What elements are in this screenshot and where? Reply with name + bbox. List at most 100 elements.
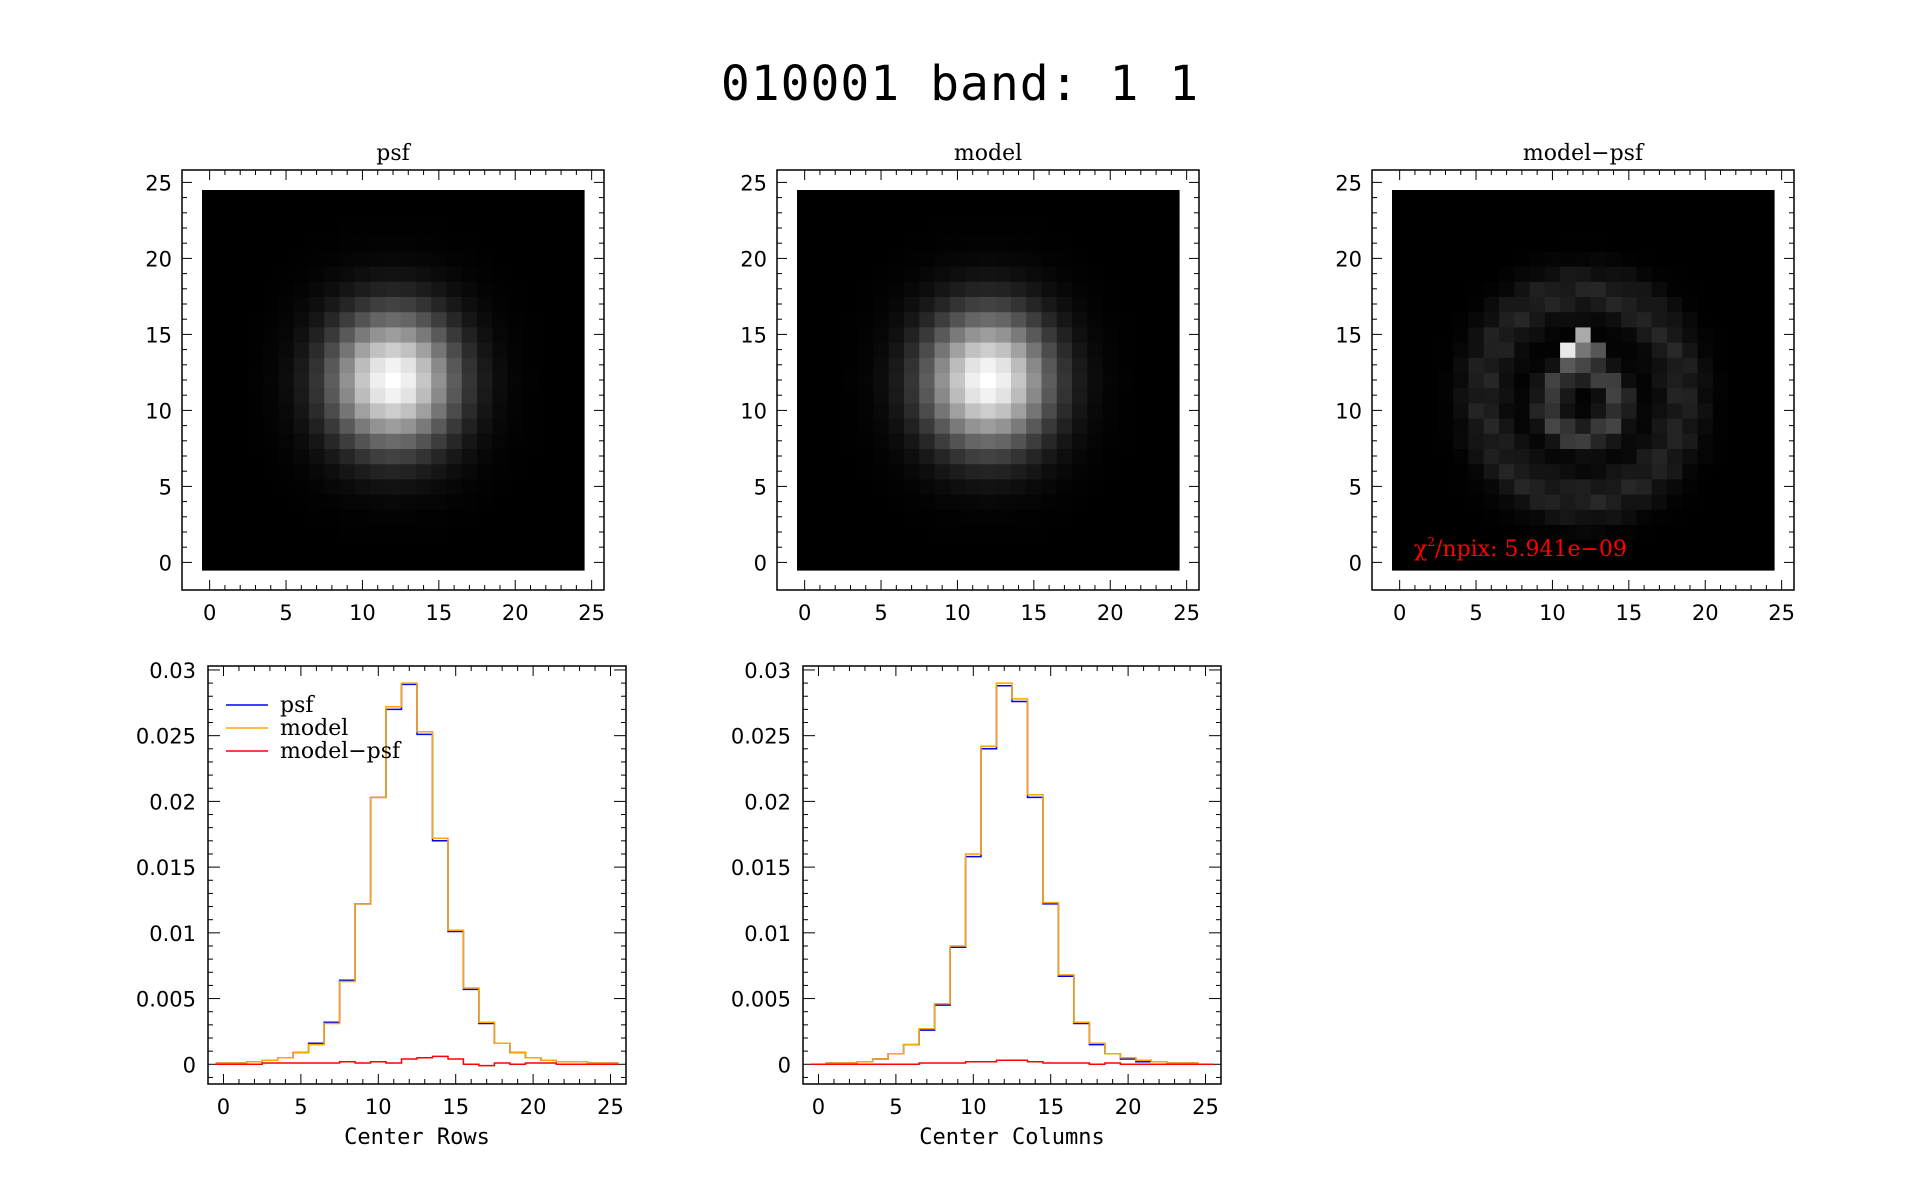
pixel [1468,463,1485,480]
pixel [919,281,936,297]
pixel [1758,418,1775,434]
pixel [1056,250,1073,267]
pixel [980,235,997,252]
pixel [949,235,966,252]
pixel [1453,235,1469,252]
pixel [1468,281,1485,297]
pixel [1087,402,1104,419]
pixel [1453,387,1469,404]
pixel [507,235,524,252]
pixel [538,402,555,419]
pixel [1498,372,1515,389]
pixel [1498,524,1515,541]
pixel [1529,539,1546,556]
pixel [1041,402,1058,419]
pixel [415,281,432,297]
pixel [1392,418,1408,434]
pixel [1163,281,1180,297]
pixel [1743,509,1760,525]
pixel [965,524,981,541]
pixel [232,433,249,449]
pixel [888,524,905,541]
x-tick-label: 10 [1539,601,1566,625]
pixel [1026,448,1043,465]
pixel [797,387,813,404]
pixel [812,418,829,434]
pixel [538,494,555,510]
pixel [1544,494,1561,510]
pixel [202,266,218,282]
pixel [1163,418,1180,434]
pixel [1544,554,1561,571]
pixel [1498,250,1515,267]
pixel [247,463,264,480]
pixel [1728,524,1745,541]
pixel [263,205,279,221]
pixel [247,357,264,373]
pixel [308,402,325,419]
pixel [1072,342,1088,358]
pixel [354,281,371,297]
pixel [354,554,371,571]
pixel [1621,448,1638,465]
pixel [1697,448,1714,465]
pixel [1056,205,1073,221]
pixel [492,448,509,465]
pixel [1102,296,1119,313]
pixel [431,478,448,495]
pixel [934,463,951,480]
pixel [431,266,448,282]
pixel [1392,463,1408,480]
pixel [1392,554,1408,571]
pixel [1529,433,1546,449]
pixel [1407,402,1424,419]
pixel [385,357,402,373]
pixel [232,539,249,556]
series-line-model-psf [215,1055,619,1067]
pixel [1422,250,1439,267]
pixel [903,235,920,252]
pixel [1651,220,1668,237]
pixel [1560,250,1576,267]
pixel [888,281,905,297]
pixel [1422,418,1439,434]
pixel [538,205,555,221]
pixel [1056,418,1073,434]
pixel [492,250,509,267]
pixel [247,235,264,252]
pixel [293,296,310,313]
pixel [400,463,417,480]
pixel [461,326,478,343]
pixel [1148,220,1165,237]
pixel [858,402,874,419]
pixel [949,357,966,373]
pixel [477,418,493,434]
pixel [965,463,981,480]
pixel [842,326,859,343]
pixel [1590,494,1607,510]
x-tick-label: 20 [1097,601,1124,625]
pixel [858,311,874,328]
pixel [1407,220,1424,237]
pixel [400,448,417,465]
pixel [797,554,813,571]
pixel [1102,463,1119,480]
pixel [1498,418,1515,434]
pixel [1468,311,1485,328]
pixel [1117,524,1134,541]
pixel [477,387,493,404]
pixel [568,220,585,237]
pixel [1697,190,1714,206]
pixel [461,250,478,267]
pixel [1117,402,1134,419]
pixel [278,463,295,480]
pixel [202,463,218,480]
pixel [400,478,417,495]
pixel [842,554,859,571]
pixel [842,311,859,328]
pixel [263,342,279,358]
pixel [1605,357,1622,373]
pixel [217,205,234,221]
pixel [1010,326,1027,343]
pixel [217,342,234,358]
